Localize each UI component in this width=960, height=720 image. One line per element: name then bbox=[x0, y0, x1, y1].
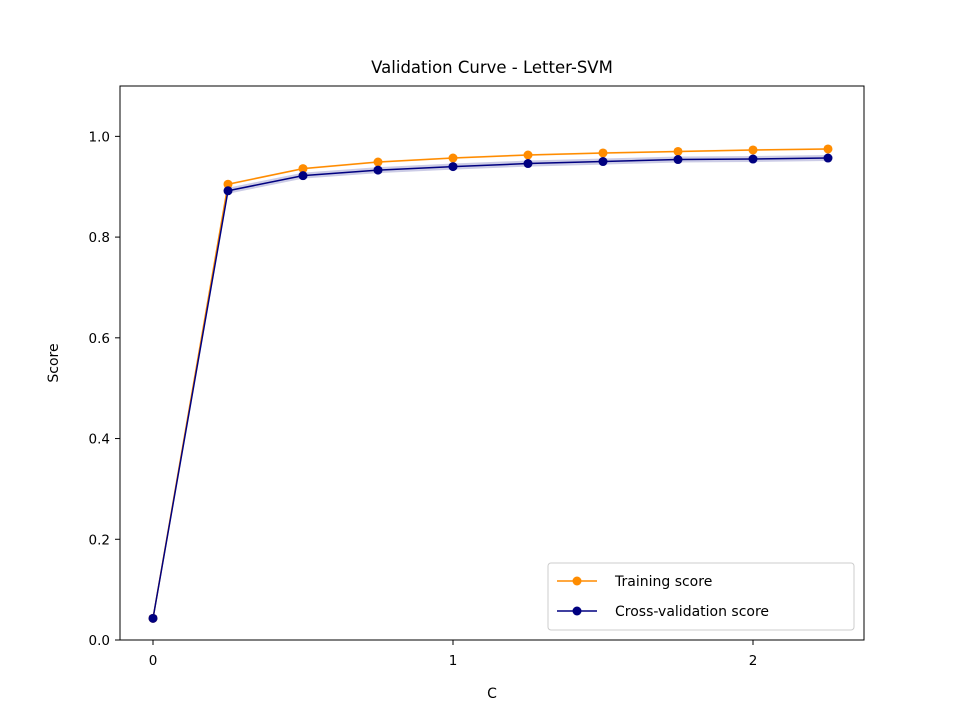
legend-entries: Training score Cross-validation score bbox=[557, 574, 769, 620]
y-tick-label: 0.8 bbox=[89, 230, 110, 246]
series-1-point bbox=[598, 157, 608, 167]
series-1-point bbox=[523, 159, 533, 169]
series-1-point bbox=[148, 613, 158, 623]
series-1-point bbox=[223, 186, 233, 196]
x-tick-label: 0 bbox=[149, 653, 158, 669]
series-0-point bbox=[298, 164, 308, 174]
series-0-point bbox=[223, 179, 233, 189]
y-tick-label: 0.4 bbox=[89, 432, 110, 448]
x-axis-ticks: 0 1 2 bbox=[149, 640, 758, 669]
series-1-point bbox=[748, 154, 758, 164]
x-axis-label: C bbox=[487, 686, 497, 702]
series-0-point bbox=[448, 153, 458, 163]
series-1-point bbox=[373, 165, 383, 175]
series-1-point bbox=[448, 162, 458, 172]
x-tick-label: 1 bbox=[449, 653, 458, 669]
chart-title: Validation Curve - Letter-SVM bbox=[371, 58, 613, 77]
series-0-line bbox=[152, 148, 829, 619]
series-1-line bbox=[152, 157, 829, 619]
y-axis-ticks: 0.0 0.2 0.4 0.6 0.8 1.0 bbox=[89, 129, 120, 649]
series-0-point bbox=[373, 157, 383, 167]
series-0-point bbox=[598, 148, 608, 158]
series-0-point bbox=[673, 146, 683, 156]
series-points bbox=[148, 144, 833, 623]
series-1-point bbox=[823, 153, 833, 163]
series-0-point bbox=[748, 145, 758, 155]
series-0-point bbox=[523, 150, 533, 160]
plot-area-frame bbox=[119, 85, 865, 641]
legend: Training score Cross-validation score bbox=[547, 562, 855, 631]
y-tick-label: 1.0 bbox=[89, 129, 110, 145]
legend-swatch-marker bbox=[572, 606, 582, 616]
series-lines bbox=[152, 148, 829, 619]
legend-label: Cross-validation score bbox=[615, 604, 769, 620]
series-0-point bbox=[823, 144, 833, 154]
series-1-point bbox=[298, 171, 308, 181]
y-axis-label: Score bbox=[46, 343, 62, 382]
y-tick-label: 0.6 bbox=[89, 331, 110, 347]
y-tick-label: 0.0 bbox=[89, 633, 110, 649]
x-tick-label: 2 bbox=[749, 653, 758, 669]
legend-box bbox=[547, 562, 855, 631]
legend-label: Training score bbox=[614, 574, 712, 590]
y-tick-label: 0.2 bbox=[89, 532, 110, 548]
series-1-point bbox=[673, 155, 683, 165]
legend-swatch-marker bbox=[572, 576, 582, 586]
